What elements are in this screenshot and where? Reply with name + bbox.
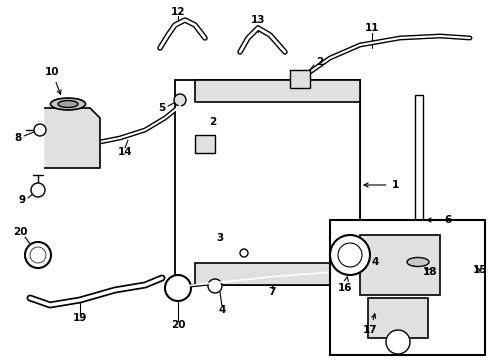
Text: 10: 10 (45, 67, 61, 94)
Bar (368, 298, 428, 338)
Ellipse shape (58, 100, 78, 108)
Circle shape (330, 235, 370, 275)
Circle shape (347, 259, 357, 269)
Bar (360, 235, 440, 295)
Bar (415, 95, 423, 270)
Text: 6: 6 (427, 215, 452, 225)
Ellipse shape (50, 98, 85, 110)
Circle shape (165, 275, 191, 301)
Text: 4: 4 (371, 257, 379, 267)
Circle shape (174, 94, 186, 106)
Text: 14: 14 (118, 147, 132, 157)
Ellipse shape (407, 257, 429, 266)
Text: 3: 3 (217, 233, 223, 243)
Text: 18: 18 (423, 267, 437, 277)
Text: 11: 11 (365, 23, 379, 33)
Text: 8: 8 (14, 133, 22, 143)
Circle shape (386, 330, 410, 354)
Text: 20: 20 (13, 227, 27, 237)
Circle shape (25, 242, 51, 268)
Text: 7: 7 (269, 287, 276, 297)
Circle shape (240, 249, 248, 257)
Text: 13: 13 (251, 15, 265, 25)
Text: 2: 2 (209, 117, 217, 127)
Text: 9: 9 (19, 195, 25, 205)
Bar (290, 70, 310, 88)
Text: 2: 2 (317, 57, 323, 67)
Circle shape (208, 279, 222, 293)
Text: 16: 16 (338, 277, 352, 293)
Text: 5: 5 (158, 103, 166, 113)
Circle shape (338, 243, 362, 267)
Text: 20: 20 (171, 320, 185, 330)
Circle shape (34, 124, 46, 136)
Circle shape (30, 247, 46, 263)
Bar (175, 80, 360, 285)
Bar (195, 135, 215, 153)
Text: 17: 17 (363, 314, 377, 335)
Bar (195, 263, 360, 285)
Text: 19: 19 (73, 313, 87, 323)
Circle shape (340, 252, 364, 276)
Text: 15: 15 (473, 265, 487, 275)
Text: 4: 4 (219, 305, 226, 315)
Text: 1: 1 (364, 180, 399, 190)
Text: 12: 12 (171, 7, 185, 17)
Polygon shape (45, 108, 100, 168)
Circle shape (31, 183, 45, 197)
Bar (195, 80, 360, 102)
Bar (330, 220, 485, 355)
